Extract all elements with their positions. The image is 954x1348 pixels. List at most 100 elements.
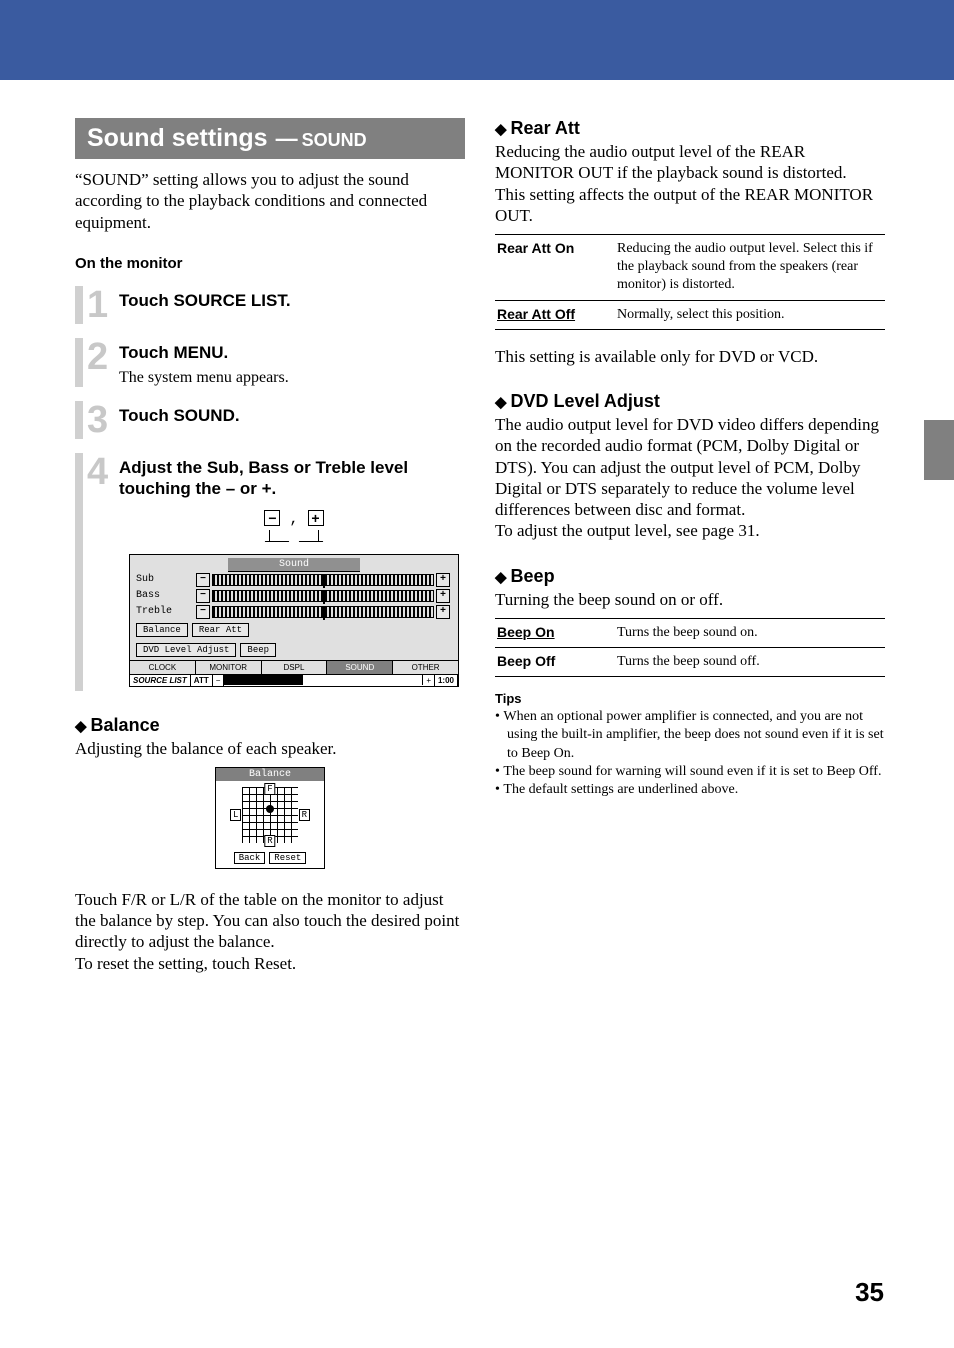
page-number: 35 <box>855 1277 884 1308</box>
tips-list: When an optional power amplifier is conn… <box>495 708 885 799</box>
right-column: Rear Att Reducing the audio output level… <box>495 118 885 974</box>
step-2: 2 Touch MENU. The system menu appears. <box>75 338 465 387</box>
minus-icon: − <box>213 675 225 686</box>
sound-panel-mock: − , + Sound Sub − <box>129 510 459 687</box>
intro-text: “SOUND” setting allows you to adjust the… <box>75 169 465 233</box>
tips-head: Tips <box>495 691 885 706</box>
mock-tab-sound: SOUND <box>327 661 393 674</box>
icon-comma: , <box>289 511 298 528</box>
minus-icon: − <box>196 573 210 587</box>
mock-sub-label: Sub <box>136 574 194 585</box>
mock-rearatt-button: Rear Att <box>192 623 249 637</box>
balance-tail: Touch F/R or L/R of the table on the mon… <box>75 889 465 974</box>
beep-head: Beep <box>495 566 885 587</box>
mock-balance-button: Balance <box>136 623 188 637</box>
minus-icon: − <box>196 589 210 603</box>
rearatt-on-label: Rear Att On <box>495 235 615 301</box>
plus-icon: + <box>423 675 435 686</box>
plus-icon: + <box>436 573 450 587</box>
top-banner <box>0 0 954 80</box>
rearatt-table: Rear Att On Reducing the audio output le… <box>495 234 885 330</box>
left-column: Sound settings — SOUND “SOUND” setting a… <box>75 118 465 974</box>
dvd-text: The audio output level for DVD video dif… <box>495 414 885 542</box>
mock-dvdlevel-button: DVD Level Adjust <box>136 643 236 657</box>
rearatt-tail: This setting is available only for DVD o… <box>495 346 885 367</box>
mock-tab-clock: CLOCK <box>130 661 196 674</box>
mock-tab-other: OTHER <box>393 661 458 674</box>
mock-header: Sound <box>228 558 359 572</box>
balance-r-label: R <box>264 835 275 847</box>
balance-back-button: Back <box>234 852 266 864</box>
step-title: Touch SOUND. <box>119 405 465 426</box>
rearatt-off-desc: Normally, select this position. <box>615 300 885 329</box>
step-number: 4 <box>87 453 117 691</box>
plus-icon: + <box>308 510 324 526</box>
plus-icon: + <box>436 605 450 619</box>
balance-l-label: L <box>230 809 241 821</box>
slider <box>212 606 434 618</box>
mock-tab-dspl: DSPL <box>262 661 328 674</box>
step-number: 2 <box>87 338 117 387</box>
tips-item: When an optional power amplifier is conn… <box>495 708 885 763</box>
step-3: 3 Touch SOUND. <box>75 401 465 439</box>
table-row: Beep Off Turns the beep sound off. <box>495 647 885 676</box>
beep-off-label: Beep Off <box>495 647 615 676</box>
beep-table: Beep On Turns the beep sound on. Beep Of… <box>495 618 885 677</box>
section-title-main: Sound settings <box>87 124 268 153</box>
balance-dot-icon <box>266 805 274 813</box>
mock-bass-label: Bass <box>136 590 194 601</box>
mock-time: 1:00 <box>435 675 458 686</box>
mock-treble-label: Treble <box>136 606 194 617</box>
tips-item: The beep sound for warning will sound ev… <box>495 763 885 781</box>
plus-icon: + <box>436 589 450 603</box>
rearatt-on-desc: Reducing the audio output level. Select … <box>615 235 885 301</box>
section-title-dash: — <box>276 126 298 152</box>
step-bar <box>75 401 83 439</box>
section-title-sub: SOUND <box>302 130 367 151</box>
tips-item: The default settings are underlined abov… <box>495 781 885 799</box>
dvd-head: DVD Level Adjust <box>495 391 885 412</box>
minus-icon: − <box>264 510 280 526</box>
step-bar <box>75 286 83 324</box>
mock-beep-button: Beep <box>240 643 276 657</box>
rearatt-head: Rear Att <box>495 118 885 139</box>
step-bar <box>75 453 83 691</box>
balance-f-label: F <box>264 783 275 795</box>
table-row: Rear Att Off Normally, select this posit… <box>495 300 885 329</box>
beep-off-desc: Turns the beep sound off. <box>615 647 885 676</box>
balance-mock: Balance F R L R Back Reset <box>215 767 325 869</box>
table-row: Rear Att On Reducing the audio output le… <box>495 235 885 301</box>
step-desc: The system menu appears. <box>119 369 465 387</box>
mock-volume-bar <box>224 675 423 685</box>
page-content: Sound settings — SOUND “SOUND” setting a… <box>75 118 885 974</box>
minus-icon: − <box>196 605 210 619</box>
beep-on-label: Beep On <box>495 618 615 647</box>
step-number: 1 <box>87 286 117 324</box>
rearatt-text: Reducing the audio output level of the R… <box>495 141 885 226</box>
step-title: Adjust the Sub, Bass or Treble level tou… <box>119 457 465 500</box>
table-row: Beep On Turns the beep sound on. <box>495 618 885 647</box>
balance-right-label: R <box>299 809 310 821</box>
beep-text: Turning the beep sound on or off. <box>495 589 885 610</box>
balance-grid: F R L R <box>242 787 298 843</box>
beep-on-desc: Turns the beep sound on. <box>615 618 885 647</box>
slider <box>212 574 434 586</box>
step-number: 3 <box>87 401 117 439</box>
mock-att: ATT <box>191 675 213 686</box>
rearatt-off-label: Rear Att Off <box>495 300 615 329</box>
step-bar <box>75 338 83 387</box>
step-1: 1 Touch SOURCE LIST. <box>75 286 465 324</box>
section-title: Sound settings — SOUND <box>75 118 465 159</box>
balance-reset-button: Reset <box>269 852 306 864</box>
mock-source-list: SOURCE LIST <box>130 675 191 686</box>
mock-tab-monitor: MONITOR <box>196 661 262 674</box>
slider <box>212 590 434 602</box>
step-title: Touch MENU. <box>119 342 465 363</box>
side-tab <box>924 420 954 480</box>
step-title: Touch SOURCE LIST. <box>119 290 465 311</box>
on-monitor-head: On the monitor <box>75 255 465 272</box>
step-4: 4 Adjust the Sub, Bass or Treble level t… <box>75 453 465 691</box>
balance-mock-header: Balance <box>216 768 324 781</box>
balance-text: Adjusting the balance of each speaker. <box>75 738 465 759</box>
balance-head: Balance <box>75 715 465 736</box>
